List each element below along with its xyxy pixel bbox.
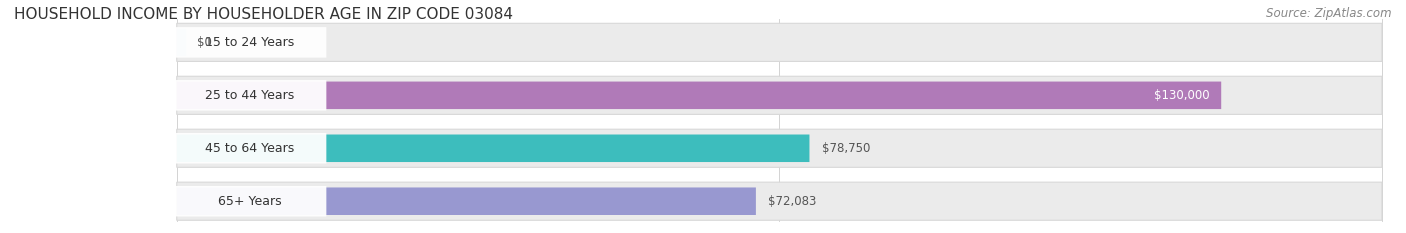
Text: $72,083: $72,083 [768,195,817,208]
Text: HOUSEHOLD INCOME BY HOUSEHOLDER AGE IN ZIP CODE 03084: HOUSEHOLD INCOME BY HOUSEHOLDER AGE IN Z… [14,7,513,22]
FancyBboxPatch shape [174,27,326,58]
FancyBboxPatch shape [177,82,1222,109]
FancyBboxPatch shape [177,76,1382,114]
FancyBboxPatch shape [177,188,756,215]
FancyBboxPatch shape [174,133,326,164]
FancyBboxPatch shape [177,129,1382,167]
Text: 65+ Years: 65+ Years [218,195,281,208]
FancyBboxPatch shape [177,23,1382,62]
Text: 15 to 24 Years: 15 to 24 Years [205,36,295,49]
Text: 45 to 64 Years: 45 to 64 Years [205,142,295,155]
FancyBboxPatch shape [177,134,810,162]
FancyBboxPatch shape [174,80,326,111]
Text: Source: ZipAtlas.com: Source: ZipAtlas.com [1267,7,1392,20]
FancyBboxPatch shape [177,29,187,56]
Text: $0: $0 [197,36,212,49]
FancyBboxPatch shape [174,186,326,216]
Text: $78,750: $78,750 [821,142,870,155]
Text: 25 to 44 Years: 25 to 44 Years [205,89,295,102]
Text: $130,000: $130,000 [1153,89,1209,102]
FancyBboxPatch shape [177,182,1382,220]
